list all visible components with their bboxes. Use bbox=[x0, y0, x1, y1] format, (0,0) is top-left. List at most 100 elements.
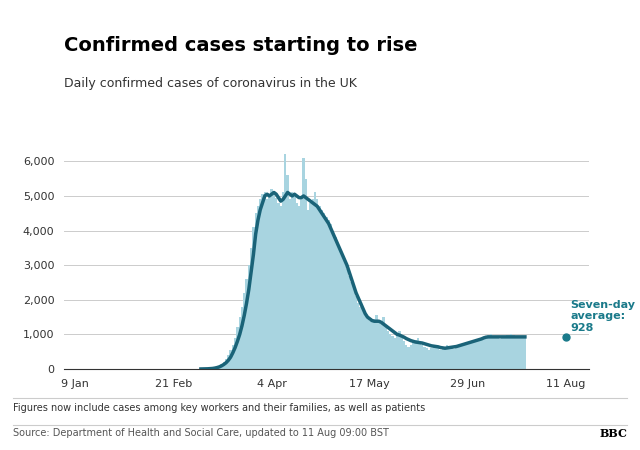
Bar bbox=[524, 337, 526, 369]
Bar bbox=[223, 362, 225, 369]
Bar bbox=[346, 269, 348, 369]
Bar bbox=[451, 348, 453, 369]
Bar bbox=[334, 238, 337, 369]
Bar bbox=[227, 355, 229, 369]
Bar bbox=[471, 341, 474, 369]
Bar bbox=[380, 324, 382, 369]
Bar bbox=[378, 320, 380, 369]
Bar bbox=[211, 368, 214, 369]
Bar bbox=[309, 203, 312, 369]
Bar bbox=[339, 248, 341, 369]
Bar bbox=[522, 338, 524, 369]
Bar bbox=[446, 345, 449, 369]
Bar bbox=[437, 348, 439, 369]
Bar bbox=[405, 345, 408, 369]
Bar bbox=[300, 196, 303, 369]
Bar bbox=[275, 198, 277, 369]
Bar bbox=[392, 336, 394, 369]
Bar bbox=[513, 335, 515, 369]
Bar bbox=[424, 346, 426, 369]
Bar bbox=[330, 224, 332, 369]
Bar bbox=[289, 199, 291, 369]
Bar bbox=[487, 335, 490, 369]
Bar bbox=[341, 255, 344, 369]
Text: Confirmed cases starting to rise: Confirmed cases starting to rise bbox=[64, 36, 417, 55]
Bar bbox=[234, 338, 236, 369]
Bar bbox=[232, 345, 234, 369]
Bar bbox=[218, 365, 220, 369]
Bar bbox=[284, 154, 287, 369]
Bar bbox=[282, 193, 284, 369]
Bar bbox=[271, 189, 273, 369]
Bar bbox=[316, 199, 319, 369]
Bar bbox=[360, 307, 362, 369]
Bar bbox=[229, 350, 232, 369]
Bar bbox=[220, 364, 223, 369]
Bar bbox=[476, 340, 478, 369]
Bar bbox=[478, 339, 481, 369]
Bar bbox=[403, 341, 405, 369]
Bar bbox=[419, 343, 421, 369]
Bar bbox=[376, 315, 378, 369]
Bar bbox=[497, 338, 499, 369]
Bar bbox=[287, 175, 289, 369]
Bar bbox=[371, 322, 373, 369]
Bar bbox=[490, 334, 492, 369]
Bar bbox=[499, 338, 501, 369]
Bar bbox=[214, 368, 216, 369]
Bar bbox=[401, 338, 403, 369]
Bar bbox=[426, 348, 428, 369]
Bar bbox=[460, 346, 462, 369]
Bar bbox=[241, 307, 243, 369]
Bar bbox=[494, 337, 497, 369]
Bar bbox=[433, 346, 435, 369]
Bar bbox=[510, 334, 513, 369]
Bar bbox=[421, 345, 424, 369]
Bar bbox=[268, 196, 271, 369]
Bar bbox=[257, 206, 259, 369]
Bar bbox=[382, 317, 385, 369]
Bar bbox=[314, 193, 316, 369]
Text: Figures now include cases among key workers and their families, as well as patie: Figures now include cases among key work… bbox=[13, 403, 425, 413]
Bar bbox=[298, 206, 300, 369]
Bar bbox=[414, 340, 417, 369]
Bar bbox=[325, 217, 328, 369]
Bar bbox=[266, 199, 268, 369]
Bar bbox=[444, 347, 446, 369]
Bar bbox=[312, 199, 314, 369]
Bar bbox=[506, 335, 508, 369]
Bar bbox=[273, 193, 275, 369]
Bar bbox=[453, 349, 455, 369]
Bar bbox=[321, 210, 323, 369]
Bar bbox=[259, 199, 261, 369]
Bar bbox=[355, 296, 357, 369]
Bar bbox=[469, 342, 471, 369]
Bar bbox=[366, 317, 369, 369]
Bar bbox=[291, 193, 293, 369]
Text: Seven-day
average:
928: Seven-day average: 928 bbox=[570, 300, 636, 333]
Bar bbox=[323, 213, 325, 369]
Bar bbox=[264, 193, 266, 369]
Bar bbox=[362, 310, 364, 369]
Bar bbox=[350, 283, 353, 369]
Bar bbox=[337, 244, 339, 369]
Bar bbox=[430, 347, 433, 369]
Bar bbox=[428, 350, 430, 369]
Bar bbox=[248, 265, 250, 369]
Bar bbox=[439, 350, 442, 369]
Bar bbox=[303, 158, 305, 369]
Bar bbox=[474, 341, 476, 369]
Bar bbox=[410, 345, 412, 369]
Bar bbox=[462, 345, 465, 369]
Bar bbox=[305, 179, 307, 369]
Bar bbox=[465, 344, 467, 369]
Bar bbox=[517, 337, 519, 369]
Bar bbox=[508, 335, 510, 369]
Bar bbox=[348, 275, 350, 369]
Bar bbox=[319, 206, 321, 369]
Bar bbox=[394, 338, 396, 369]
Bar bbox=[357, 303, 360, 369]
Bar bbox=[503, 336, 506, 369]
Bar bbox=[398, 331, 401, 369]
Bar bbox=[455, 348, 458, 369]
